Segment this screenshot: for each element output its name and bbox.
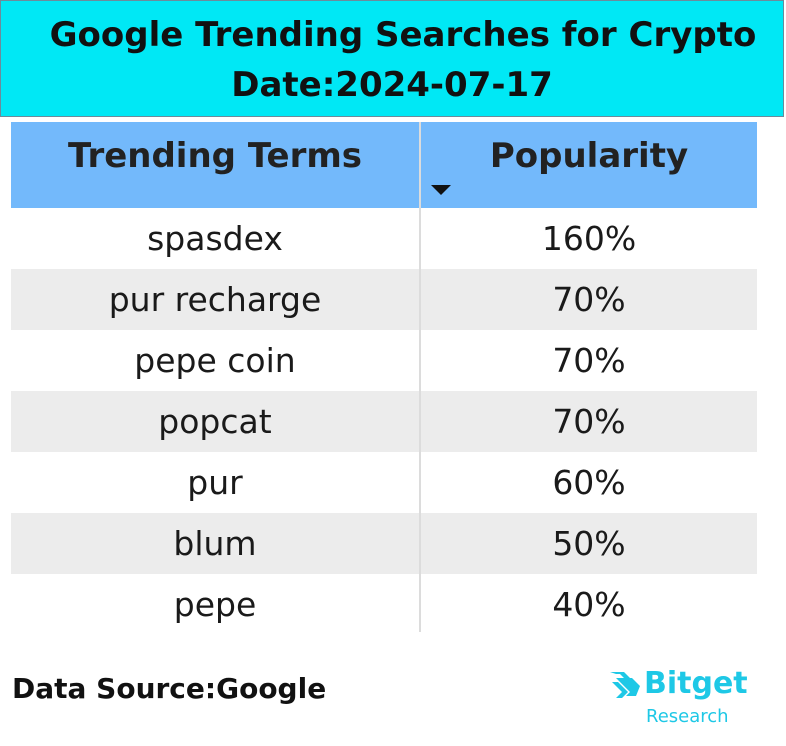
popularity-cell: 60%: [552, 463, 626, 502]
popularity-cell: 160%: [541, 219, 637, 258]
popularity-cell: 70%: [552, 280, 626, 319]
page-date: Date:2024-07-17: [231, 65, 553, 105]
table-row: spasdex 160%: [11, 208, 757, 269]
brand-name: Bitget: [644, 666, 748, 701]
brand-sub: Research: [646, 706, 729, 727]
table-header: Trending Terms Popularity: [11, 122, 757, 208]
table-row: blum 50%: [11, 513, 757, 574]
brand-mark: Bitget Research: [606, 664, 776, 734]
data-source: Data Source:Google: [12, 672, 327, 705]
term-cell: pur recharge: [108, 280, 322, 319]
table-row: popcat 70%: [11, 391, 757, 452]
trending-table: Trending Terms Popularity spasdex 160% p…: [11, 122, 757, 635]
title-banner: Google Trending Searches for Crypto Date…: [0, 0, 784, 117]
table-row: pepe coin 70%: [11, 330, 757, 391]
page-title: Google Trending Searches for Crypto: [49, 15, 757, 55]
term-cell: blum: [173, 524, 257, 563]
term-cell: popcat: [158, 402, 272, 441]
term-cell: pur: [187, 463, 243, 502]
table-row: pur 60%: [11, 452, 757, 513]
popularity-cell: 40%: [552, 585, 626, 624]
column-divider: [419, 122, 421, 632]
popularity-cell: 70%: [552, 402, 626, 441]
header-popularity[interactable]: Popularity: [489, 136, 689, 176]
sort-descending-icon[interactable]: [431, 185, 451, 195]
term-cell: pepe: [173, 585, 257, 624]
popularity-cell: 70%: [552, 341, 626, 380]
popularity-cell: 50%: [552, 524, 626, 563]
bitget-logo-icon: [610, 672, 640, 698]
table-row: pur recharge 70%: [11, 269, 757, 330]
header-trending-terms[interactable]: Trending Terms: [67, 136, 363, 176]
table-row: pepe 40%: [11, 574, 757, 635]
term-cell: pepe coin: [134, 341, 296, 380]
term-cell: spasdex: [147, 219, 283, 258]
